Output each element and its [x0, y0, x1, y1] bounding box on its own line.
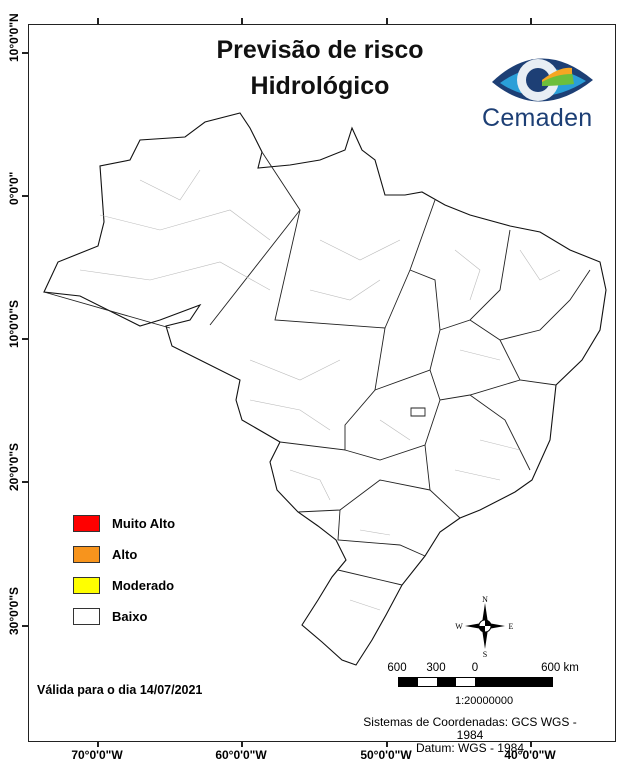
- compass-n: N: [482, 595, 488, 604]
- map-title: Previsão de risco Hidrológico: [160, 32, 480, 104]
- lon-tick: [241, 18, 243, 24]
- scale-label: 300: [426, 662, 446, 674]
- lon-tick: [386, 741, 388, 747]
- lon-tick: [241, 741, 243, 747]
- cemaden-logo: [492, 58, 593, 102]
- logo-text: Cemaden: [482, 104, 593, 132]
- lon-label: 50°0'0"W: [360, 748, 412, 762]
- legend-swatch: [73, 608, 100, 625]
- lon-label: 60°0'0"W: [215, 748, 267, 762]
- title-line-1: Previsão de risco: [216, 36, 424, 64]
- lon-tick: [530, 18, 532, 24]
- compass-s: S: [483, 650, 487, 657]
- lon-tick: [97, 741, 99, 747]
- compass-rose-icon: N S W E: [455, 595, 514, 657]
- lat-tick: [22, 481, 28, 483]
- map-frame: [28, 24, 616, 742]
- lat-tick: [22, 625, 28, 627]
- lon-label: 40°0'0"W: [504, 748, 556, 762]
- coordinate-system: Sistemas de Coordenadas: GCS WGS - 1984 …: [350, 716, 590, 755]
- legend-item-moderado: Moderado: [73, 570, 175, 601]
- legend-label: Muito Alto: [112, 516, 176, 531]
- legend: Muito Alto Alto Moderado Baixo: [73, 508, 175, 632]
- legend-item-muito-alto: Muito Alto: [73, 508, 175, 539]
- scale-ratio: 1:20000000: [455, 695, 514, 707]
- legend-swatch: [73, 577, 100, 594]
- compass-e: E: [509, 622, 514, 631]
- legend-label: Baixo: [112, 609, 148, 624]
- compass-w: W: [455, 622, 463, 631]
- legend-swatch: [73, 546, 100, 563]
- title-line-2: Hidrológico: [250, 72, 390, 100]
- lat-tick: [22, 338, 28, 340]
- legend-label: Alto: [112, 547, 138, 562]
- lon-tick: [386, 18, 388, 24]
- lon-label: 70°0'0"W: [71, 748, 123, 762]
- scale-bar: [398, 677, 553, 687]
- crs-line-1: Sistemas de Coordenadas: GCS WGS - 1984: [363, 715, 577, 742]
- valid-date: Válida para o dia 14/07/2021: [37, 683, 203, 697]
- lon-tick: [530, 741, 532, 747]
- scale-label: 0: [471, 662, 479, 674]
- state-borders: [43, 151, 591, 586]
- scale-label: 600 km: [541, 662, 579, 674]
- legend-item-alto: Alto: [73, 539, 175, 570]
- legend-label: Moderado: [112, 578, 175, 593]
- legend-item-baixo: Baixo: [73, 601, 175, 632]
- crs-line-2: Datum: WGS - 1984: [415, 741, 525, 755]
- scale-label: 600: [387, 662, 407, 674]
- legend-swatch: [73, 515, 100, 532]
- lat-tick: [22, 52, 28, 54]
- lon-tick: [97, 18, 99, 24]
- mesoregion-borders: [79, 169, 561, 611]
- lat-tick: [22, 195, 28, 197]
